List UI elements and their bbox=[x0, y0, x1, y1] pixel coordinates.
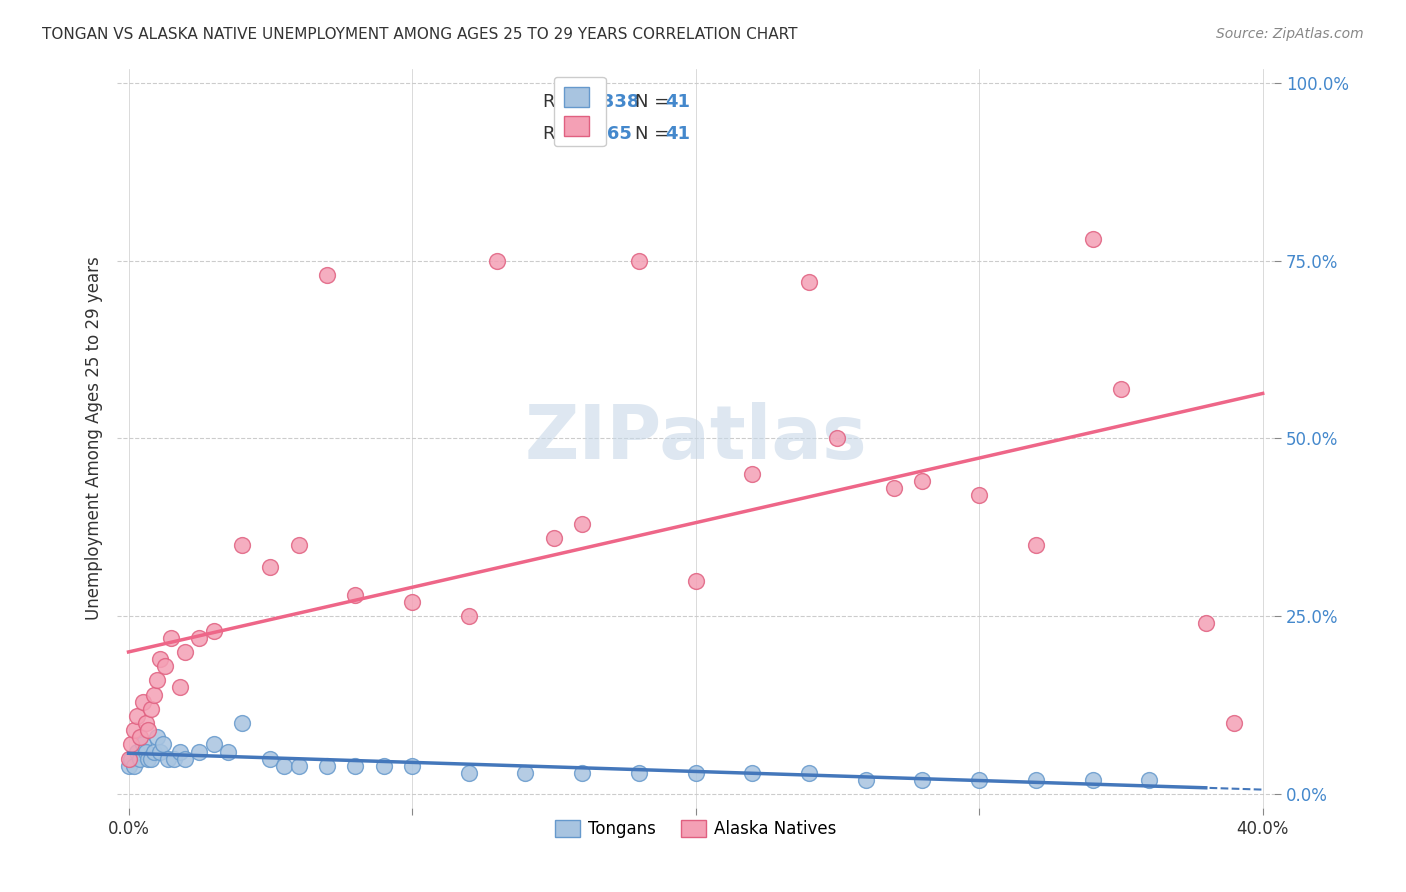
Point bbox=[143, 745, 166, 759]
Point bbox=[571, 765, 593, 780]
Text: N =: N = bbox=[636, 125, 675, 143]
Point bbox=[401, 758, 423, 772]
Point bbox=[1195, 616, 1218, 631]
Point bbox=[163, 751, 186, 765]
Point bbox=[141, 702, 163, 716]
Point bbox=[217, 745, 239, 759]
Point bbox=[827, 432, 849, 446]
Point bbox=[131, 695, 153, 709]
Point bbox=[883, 481, 905, 495]
Point bbox=[1081, 772, 1104, 787]
Point bbox=[316, 758, 339, 772]
Point bbox=[160, 631, 183, 645]
Point bbox=[128, 731, 150, 745]
Point bbox=[797, 275, 820, 289]
Point bbox=[135, 745, 157, 759]
Point bbox=[131, 738, 153, 752]
Text: N =: N = bbox=[636, 93, 675, 111]
Point bbox=[967, 772, 990, 787]
Text: TONGAN VS ALASKA NATIVE UNEMPLOYMENT AMONG AGES 25 TO 29 YEARS CORRELATION CHART: TONGAN VS ALASKA NATIVE UNEMPLOYMENT AMO… bbox=[42, 27, 797, 42]
Point bbox=[627, 253, 650, 268]
Point bbox=[259, 751, 281, 765]
Legend: Tongans, Alaska Natives: Tongans, Alaska Natives bbox=[548, 813, 844, 845]
Point bbox=[125, 709, 148, 723]
Point bbox=[122, 723, 145, 738]
Point bbox=[685, 574, 707, 588]
Point bbox=[120, 738, 142, 752]
Point bbox=[797, 765, 820, 780]
Point bbox=[967, 488, 990, 502]
Text: ZIPatlas: ZIPatlas bbox=[524, 402, 868, 475]
Point bbox=[486, 253, 509, 268]
Point bbox=[543, 531, 565, 545]
Point bbox=[125, 745, 148, 759]
Point bbox=[1081, 232, 1104, 246]
Point bbox=[188, 745, 211, 759]
Point bbox=[741, 765, 763, 780]
Point bbox=[138, 751, 160, 765]
Point bbox=[122, 758, 145, 772]
Point bbox=[344, 758, 367, 772]
Point bbox=[231, 716, 253, 731]
Point bbox=[457, 609, 479, 624]
Point bbox=[911, 474, 934, 488]
Point bbox=[146, 673, 169, 688]
Point bbox=[155, 659, 177, 673]
Point bbox=[457, 765, 479, 780]
Point bbox=[273, 758, 295, 772]
Point bbox=[1025, 538, 1047, 552]
Point bbox=[401, 595, 423, 609]
Point bbox=[138, 723, 160, 738]
Point bbox=[169, 681, 191, 695]
Point bbox=[120, 751, 142, 765]
Point bbox=[1025, 772, 1047, 787]
Point bbox=[287, 538, 309, 552]
Point bbox=[1137, 772, 1160, 787]
Point bbox=[149, 652, 172, 666]
Point bbox=[157, 751, 180, 765]
Point bbox=[259, 559, 281, 574]
Point bbox=[316, 268, 339, 282]
Point bbox=[202, 624, 225, 638]
Point bbox=[202, 738, 225, 752]
Point bbox=[1223, 716, 1246, 731]
Text: R =: R = bbox=[543, 125, 582, 143]
Point bbox=[685, 765, 707, 780]
Point bbox=[741, 467, 763, 481]
Text: 41: 41 bbox=[665, 125, 690, 143]
Point bbox=[152, 738, 174, 752]
Point bbox=[515, 765, 537, 780]
Point bbox=[169, 745, 191, 759]
Point bbox=[141, 751, 163, 765]
Point bbox=[135, 716, 157, 731]
Point bbox=[174, 751, 197, 765]
Text: R =: R = bbox=[543, 93, 582, 111]
Text: 0.365: 0.365 bbox=[575, 125, 633, 143]
Point bbox=[149, 745, 172, 759]
Point bbox=[344, 588, 367, 602]
Point bbox=[627, 765, 650, 780]
Point bbox=[1109, 382, 1132, 396]
Point bbox=[128, 751, 150, 765]
Point bbox=[571, 516, 593, 531]
Point bbox=[287, 758, 309, 772]
Point bbox=[117, 751, 139, 765]
Point bbox=[231, 538, 253, 552]
Point bbox=[373, 758, 395, 772]
Point bbox=[911, 772, 934, 787]
Point bbox=[188, 631, 211, 645]
Point bbox=[117, 758, 139, 772]
Point bbox=[174, 645, 197, 659]
Point bbox=[146, 731, 169, 745]
Point bbox=[855, 772, 877, 787]
Point bbox=[143, 688, 166, 702]
Y-axis label: Unemployment Among Ages 25 to 29 years: Unemployment Among Ages 25 to 29 years bbox=[86, 257, 103, 620]
Text: -0.338: -0.338 bbox=[575, 93, 640, 111]
Text: 41: 41 bbox=[665, 93, 690, 111]
Text: Source: ZipAtlas.com: Source: ZipAtlas.com bbox=[1216, 27, 1364, 41]
